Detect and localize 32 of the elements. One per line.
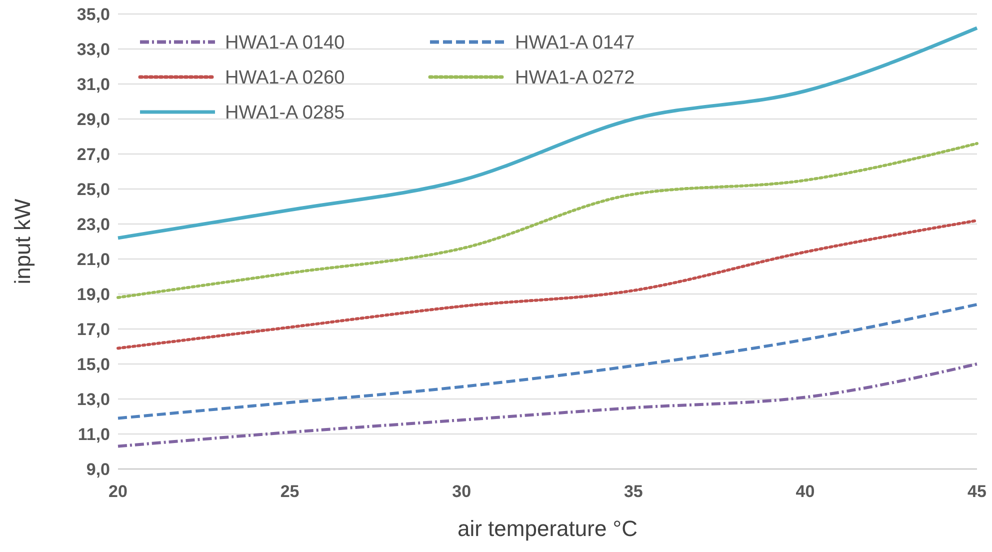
y-tick-label: 33,0: [76, 40, 110, 59]
y-tick-label: 17,0: [76, 320, 110, 339]
y-tick-label: 11,0: [78, 424, 110, 444]
x-tick-label: 25: [280, 482, 300, 501]
y-tick-label: 9,0: [86, 460, 110, 479]
x-tick-label: 30: [452, 482, 472, 501]
x-tick-label: 40: [796, 482, 815, 501]
y-tick-label: 13,0: [76, 390, 110, 409]
line-series: [116, 303, 978, 420]
legend-label: HWA1-A 0260: [225, 68, 345, 89]
line-series: [116, 142, 978, 299]
y-tick-label: 35,0: [76, 4, 110, 24]
y-tick-label: 23,0: [76, 214, 110, 234]
y-tick-label: 15,0: [76, 354, 110, 374]
legend-label: HWA1-A 0140: [225, 32, 345, 54]
x-tick-label: 20: [108, 482, 128, 501]
y-tick-label: 29,0: [76, 110, 110, 129]
line-series: [116, 219, 978, 350]
legend-label: HWA1-A 0272: [515, 68, 635, 89]
x-tick-label: 45: [968, 482, 986, 501]
line-series: [116, 362, 978, 448]
y-tick-label: 19,0: [76, 284, 110, 304]
y-tick-label: 27,0: [76, 144, 110, 164]
x-tick-label: 35: [624, 482, 643, 501]
y-tick-label: 31,0: [76, 74, 110, 94]
y-tick-label: 25,0: [76, 180, 110, 199]
y-axis-title: input kW: [10, 198, 35, 284]
x-axis-title: air temperature °C: [458, 516, 638, 541]
legend-label: HWA1-A 0147: [515, 32, 635, 54]
line-series: [116, 26, 979, 240]
legend-label: HWA1-A 0285: [225, 102, 345, 124]
y-tick-label: 21,0: [76, 250, 110, 269]
